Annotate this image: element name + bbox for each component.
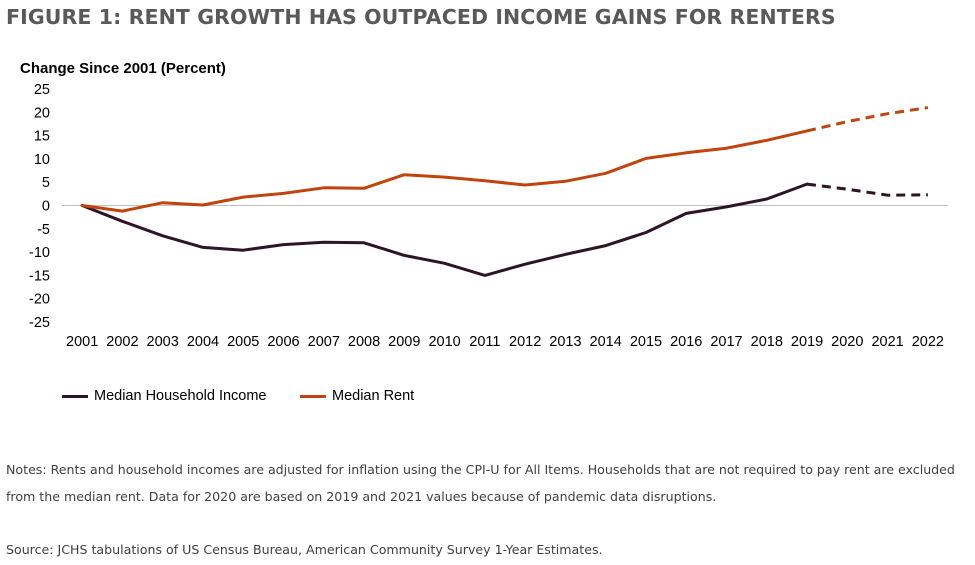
x-tick-label: 2022 xyxy=(912,334,944,350)
y-tick-label: 10 xyxy=(34,152,50,168)
x-tick-label: 2015 xyxy=(630,334,662,350)
x-tick-label: 2012 xyxy=(509,334,541,350)
y-tick-label: 20 xyxy=(34,105,50,121)
y-tick-label: 0 xyxy=(42,199,50,215)
chart-title: Change Since 2001 (Percent) xyxy=(20,60,226,77)
legend-item-median-household-income: Median Household Income xyxy=(62,388,267,404)
series-line-income-projected xyxy=(807,184,928,195)
x-tick-label: 2007 xyxy=(308,334,340,350)
x-axis: 2001 2002 2003 2004 2005 2006 2007 2008 2009 2010… xyxy=(66,334,944,350)
y-tick-label: 5 xyxy=(42,175,50,191)
x-tick-label: 2013 xyxy=(549,334,581,350)
x-tick-label: 2021 xyxy=(871,334,903,350)
legend-label-income: Median Household Income xyxy=(94,388,267,404)
line-chart: Change Since 2001 (Percent) 2520151050-5… xyxy=(0,0,975,440)
series-line-income-solid xyxy=(82,184,807,275)
series-line-rent-projected xyxy=(807,108,928,131)
legend-item-median-rent: Median Rent xyxy=(300,388,414,404)
x-tick-label: 2018 xyxy=(751,334,783,350)
legend-swatch-rent xyxy=(300,395,326,398)
x-tick-label: 2020 xyxy=(831,334,863,350)
x-tick-label: 2016 xyxy=(670,334,702,350)
y-tick-label: -25 xyxy=(29,315,50,331)
x-tick-label: 2010 xyxy=(428,334,460,350)
x-tick-label: 2009 xyxy=(388,334,420,350)
figure-notes: Notes: Rents and household incomes are a… xyxy=(6,456,974,510)
x-tick-label: 2001 xyxy=(66,334,98,350)
y-axis: 25 20 15 10 5 0 -5 -10 -15 -20 -25 xyxy=(29,82,50,331)
x-tick-label: 2005 xyxy=(227,334,259,350)
y-tick-label: -20 xyxy=(29,292,50,308)
y-tick-label: -5 xyxy=(37,222,50,238)
legend-swatch-income xyxy=(62,395,88,398)
y-tick-label: 25 xyxy=(34,82,50,98)
series-layer xyxy=(82,108,928,276)
x-tick-label: 2002 xyxy=(106,334,138,350)
y-tick-label: -15 xyxy=(29,268,50,284)
x-tick-label: 2011 xyxy=(469,334,500,350)
legend-label-rent: Median Rent xyxy=(332,388,414,404)
x-tick-label: 2017 xyxy=(710,334,742,350)
x-tick-label: 2014 xyxy=(590,334,622,350)
x-tick-label: 2003 xyxy=(147,334,179,350)
x-tick-label: 2004 xyxy=(187,334,219,350)
y-tick-label: 15 xyxy=(34,129,50,145)
figure-source: Source: JCHS tabulations of US Census Bu… xyxy=(6,542,603,557)
y-tick-label: -10 xyxy=(29,245,50,261)
x-tick-label: 2019 xyxy=(791,334,823,350)
x-tick-label: 2008 xyxy=(348,334,380,350)
series-line-rent-solid xyxy=(82,131,807,211)
x-tick-label: 2006 xyxy=(267,334,299,350)
